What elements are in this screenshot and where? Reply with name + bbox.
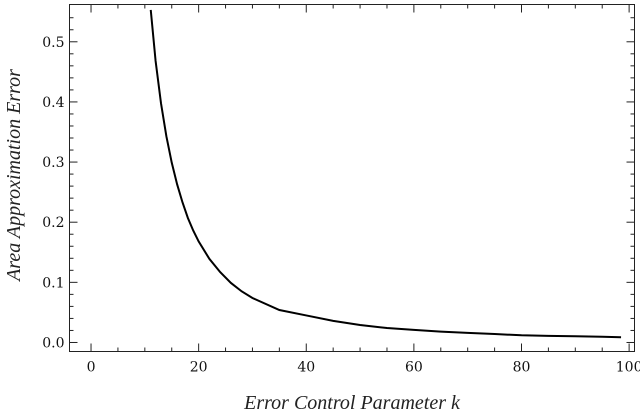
x-tick-label: 0 — [87, 360, 96, 376]
y-tick-label: 0.3 — [42, 155, 64, 171]
y-tick-label: 0.1 — [42, 275, 64, 291]
x-tick-label: 100 — [616, 360, 640, 376]
tick-labels: 0 20 40 60 80 100 0.0 0.1 0.2 0.3 0.4 0.5 — [42, 35, 640, 376]
y-axis-label: Area Approximation Error — [3, 69, 25, 283]
x-tick-label: 60 — [405, 360, 423, 376]
y-tick-label: 0.0 — [42, 335, 64, 351]
series-line — [149, 9, 622, 339]
x-axis-label: Error Control Parameter k — [243, 392, 461, 414]
x-tick-label: 40 — [297, 360, 315, 376]
y-tick-label: 0.5 — [42, 35, 64, 51]
x-tick-label: 80 — [513, 360, 531, 376]
y-tick-label: 0.2 — [42, 215, 64, 231]
x-tick-label: 20 — [190, 360, 208, 376]
plot-frame — [69, 4, 635, 352]
y-tick-label: 0.4 — [42, 95, 64, 111]
ticks — [69, 4, 635, 352]
